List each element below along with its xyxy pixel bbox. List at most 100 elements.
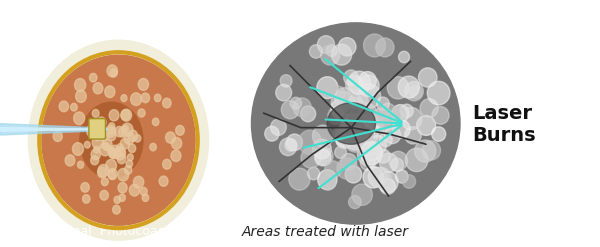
Ellipse shape: [318, 170, 337, 190]
Ellipse shape: [94, 132, 101, 141]
Ellipse shape: [368, 167, 388, 187]
Ellipse shape: [130, 184, 140, 196]
Ellipse shape: [118, 183, 127, 193]
Ellipse shape: [349, 133, 364, 148]
Ellipse shape: [301, 106, 316, 122]
Ellipse shape: [345, 126, 368, 150]
Ellipse shape: [380, 103, 395, 119]
Ellipse shape: [95, 120, 104, 130]
Ellipse shape: [91, 156, 98, 165]
Ellipse shape: [379, 153, 398, 172]
Ellipse shape: [76, 90, 86, 103]
Ellipse shape: [100, 131, 108, 141]
Ellipse shape: [358, 103, 377, 123]
Ellipse shape: [176, 125, 184, 135]
Ellipse shape: [368, 135, 386, 155]
Ellipse shape: [71, 103, 77, 111]
Ellipse shape: [315, 149, 331, 166]
Ellipse shape: [65, 155, 75, 166]
Ellipse shape: [350, 82, 364, 96]
Ellipse shape: [81, 183, 89, 192]
Ellipse shape: [287, 134, 302, 151]
Ellipse shape: [109, 150, 116, 158]
Ellipse shape: [290, 97, 302, 109]
Ellipse shape: [171, 150, 181, 162]
Ellipse shape: [392, 104, 409, 122]
Ellipse shape: [332, 127, 346, 141]
Ellipse shape: [93, 83, 103, 94]
Ellipse shape: [317, 36, 335, 53]
Ellipse shape: [310, 45, 322, 58]
Ellipse shape: [106, 125, 116, 137]
Ellipse shape: [353, 120, 365, 131]
Ellipse shape: [101, 178, 108, 186]
Ellipse shape: [108, 168, 118, 180]
Ellipse shape: [395, 170, 408, 183]
Ellipse shape: [316, 147, 333, 165]
Ellipse shape: [83, 195, 90, 203]
Ellipse shape: [348, 121, 365, 138]
Ellipse shape: [377, 149, 390, 163]
Ellipse shape: [371, 167, 391, 187]
Ellipse shape: [138, 109, 145, 117]
Text: Panretinal  Photocoagulation: Panretinal Photocoagulation: [29, 225, 208, 238]
Ellipse shape: [422, 141, 440, 160]
Ellipse shape: [361, 155, 376, 170]
Ellipse shape: [358, 75, 379, 97]
Ellipse shape: [271, 119, 286, 135]
Ellipse shape: [335, 88, 355, 109]
Ellipse shape: [109, 148, 117, 158]
Ellipse shape: [115, 126, 124, 137]
Ellipse shape: [373, 107, 392, 126]
Ellipse shape: [346, 136, 359, 150]
Ellipse shape: [376, 38, 394, 57]
Ellipse shape: [172, 137, 182, 149]
Ellipse shape: [73, 143, 83, 155]
Ellipse shape: [89, 73, 97, 82]
Ellipse shape: [86, 124, 98, 137]
Ellipse shape: [166, 132, 175, 143]
Ellipse shape: [331, 44, 352, 65]
Ellipse shape: [74, 112, 85, 124]
Ellipse shape: [344, 128, 367, 152]
Ellipse shape: [122, 123, 133, 136]
Ellipse shape: [128, 144, 136, 153]
Ellipse shape: [150, 143, 157, 151]
Ellipse shape: [332, 106, 343, 118]
Ellipse shape: [331, 100, 348, 117]
Ellipse shape: [285, 139, 297, 151]
Ellipse shape: [53, 131, 62, 142]
Ellipse shape: [298, 130, 322, 154]
Ellipse shape: [126, 160, 133, 168]
Ellipse shape: [289, 168, 310, 190]
Ellipse shape: [140, 187, 147, 196]
Ellipse shape: [119, 194, 125, 202]
Ellipse shape: [106, 159, 116, 172]
Ellipse shape: [364, 144, 380, 161]
Ellipse shape: [109, 145, 121, 159]
Text: Laser
Burns: Laser Burns: [472, 104, 536, 144]
Ellipse shape: [349, 95, 362, 109]
Ellipse shape: [138, 79, 149, 90]
Ellipse shape: [134, 135, 141, 142]
Ellipse shape: [325, 161, 341, 178]
Ellipse shape: [142, 194, 149, 202]
Ellipse shape: [339, 129, 351, 142]
Ellipse shape: [348, 71, 371, 95]
Ellipse shape: [121, 95, 127, 102]
Ellipse shape: [359, 125, 378, 145]
Ellipse shape: [127, 154, 133, 161]
Ellipse shape: [398, 51, 410, 63]
Ellipse shape: [349, 100, 368, 120]
Ellipse shape: [405, 82, 424, 101]
Ellipse shape: [85, 141, 90, 148]
Ellipse shape: [97, 117, 106, 128]
Ellipse shape: [109, 127, 115, 135]
Ellipse shape: [117, 144, 123, 151]
Ellipse shape: [361, 142, 382, 165]
Ellipse shape: [109, 123, 115, 130]
Ellipse shape: [416, 116, 436, 135]
Ellipse shape: [74, 79, 86, 91]
Ellipse shape: [344, 70, 358, 85]
Ellipse shape: [432, 127, 446, 141]
